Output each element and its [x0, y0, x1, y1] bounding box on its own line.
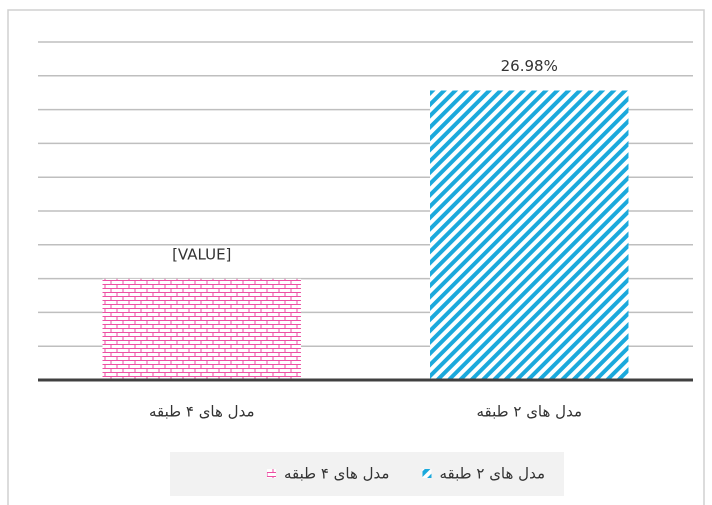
value-label: [VALUE] [172, 245, 231, 263]
legend-box [170, 452, 564, 496]
legend-swatch [422, 469, 432, 478]
bar [430, 90, 629, 381]
x-tick-label: مدل های ۴ طبقه [149, 403, 255, 421]
chart-frame [7, 9, 705, 505]
value-label: 26.98% [501, 57, 558, 75]
legend-swatch [266, 469, 276, 478]
legend-label: مدل های ۲ طبقه [439, 465, 545, 483]
bar [102, 278, 301, 380]
x-tick-label: مدل های ۲ طبقه [476, 403, 582, 421]
legend-label: مدل های ۴ طبقه [284, 465, 390, 483]
